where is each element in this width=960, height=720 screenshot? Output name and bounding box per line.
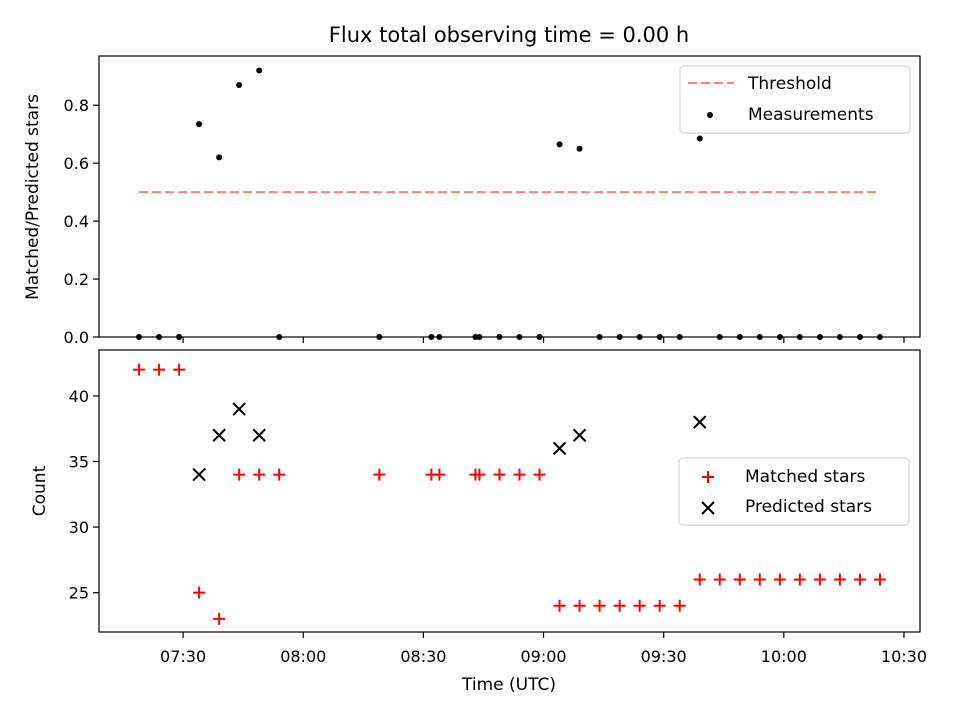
predicted-star-point [252, 428, 266, 442]
legend-matched-label: Matched stars [745, 467, 865, 487]
x-axis-label: Time (UTC) [461, 675, 556, 695]
matched-star-point [713, 573, 726, 586]
top-plot-frame [98, 55, 921, 338]
legend-threshold-label: Threshold [747, 74, 832, 94]
top-y-tick-label: 0.0 [64, 328, 89, 347]
predicted-star-point [693, 415, 707, 429]
predicted-marker-b [693, 415, 707, 429]
top-y-axis-label: Matched/Predicted stars [23, 94, 43, 300]
predicted-marker-b [552, 441, 567, 456]
matched-star-point [833, 573, 846, 586]
top-y-tick-label: 0.4 [64, 212, 89, 231]
matched-star-point [133, 363, 146, 376]
matched-star-point [813, 573, 826, 586]
bottom-y-axis-label: Count [30, 465, 50, 516]
top-y-tick-label: 0.2 [64, 270, 89, 289]
matched-star-point [733, 573, 746, 586]
matched-star-point [213, 612, 226, 625]
bottom-legend: Matched stars Predicted stars [678, 457, 910, 526]
bottom-y-tick-label: 40 [69, 387, 89, 406]
bottom-x-tick-label: 07:30 [160, 647, 206, 666]
matched-star-point [593, 599, 606, 612]
measurement-point [216, 154, 223, 161]
predicted-star-point [192, 467, 206, 482]
matched-star-point [773, 573, 786, 586]
matched-star-point [693, 573, 706, 586]
matched-star-point [793, 573, 806, 586]
matched-star-point [553, 599, 566, 612]
predicted-marker-b [572, 428, 587, 442]
matched-star-point [233, 468, 246, 481]
legend-matched-swatch [702, 471, 714, 483]
top-y-ticks: 0.0 0.2 0.4 0.6 0.8 [64, 96, 99, 347]
matched-star-point [493, 468, 506, 481]
bottom-plot-frame [98, 349, 921, 633]
bottom-y-tick-label: 35 [69, 452, 89, 471]
predicted-marker-b [192, 467, 206, 482]
matched-star-point [633, 599, 646, 612]
measurement-point [256, 67, 263, 74]
predicted-star-point [572, 428, 587, 442]
matched-star-point [673, 599, 686, 612]
count-points [133, 363, 886, 625]
predicted-marker-b [232, 402, 246, 416]
matched-star-point [533, 468, 546, 481]
bottom-x-tick-label: 10:00 [761, 647, 807, 666]
bottom-x-ticks: 07:30 08:00 08:30 09:00 09:30 10:00 10:30 [160, 632, 927, 666]
matched-star-point [433, 468, 446, 481]
matched-star-point [373, 468, 386, 481]
chart-title: Flux total observing time = 0.00 h [329, 23, 689, 47]
matched-star-point [753, 573, 766, 586]
legend-predicted-swatch [701, 501, 715, 515]
matched-star-point [473, 468, 486, 481]
measurement-point [236, 81, 243, 88]
matched-star-point [873, 573, 886, 586]
measurement-point [576, 145, 583, 152]
matched-star-point [193, 586, 206, 599]
measurement-point [556, 141, 563, 148]
predicted-marker-b [252, 428, 266, 442]
matched-star-point [173, 363, 186, 376]
bottom-panel: 25 30 35 40 07:30 08:00 08:30 09:00 09:30 10:00 1… [30, 349, 927, 695]
bottom-x-tick-label: 10:30 [881, 647, 927, 666]
predicted-star-point [552, 441, 567, 456]
predicted-marker-b [212, 428, 226, 442]
matched-star-point [853, 573, 866, 586]
matched-star-point [513, 468, 526, 481]
top-y-tick-label: 0.8 [64, 96, 89, 115]
top-x-ticks [182, 337, 905, 343]
predicted-star-point [212, 428, 226, 442]
matched-star-point [253, 468, 266, 481]
bottom-y-ticks: 25 30 35 40 [69, 387, 99, 603]
matched-star-point [273, 468, 286, 481]
bottom-y-tick-label: 30 [69, 518, 89, 537]
matched-star-point [613, 599, 626, 612]
bottom-x-tick-label: 09:30 [641, 647, 687, 666]
matched-star-point [153, 363, 166, 376]
bottom-x-tick-label: 08:00 [280, 647, 326, 666]
bottom-x-tick-label: 09:00 [520, 647, 566, 666]
legend-measurements-swatch [707, 112, 713, 118]
top-y-tick-label: 0.6 [64, 154, 89, 173]
bottom-x-tick-label: 08:30 [400, 647, 446, 666]
measurement-point [196, 121, 203, 128]
matched-star-point [653, 599, 666, 612]
bottom-y-tick-label: 25 [69, 584, 89, 603]
measurement-point [696, 135, 703, 142]
matched-star-point [573, 599, 586, 612]
legend-measurements-label: Measurements [748, 105, 874, 125]
predicted-star-point [232, 402, 246, 416]
top-panel: 0.00.20.40.60.8 Matched/Predicted stars … [23, 55, 921, 347]
legend-predicted-label: Predicted stars [745, 497, 872, 517]
top-legend: Threshold Measurements [679, 65, 911, 134]
